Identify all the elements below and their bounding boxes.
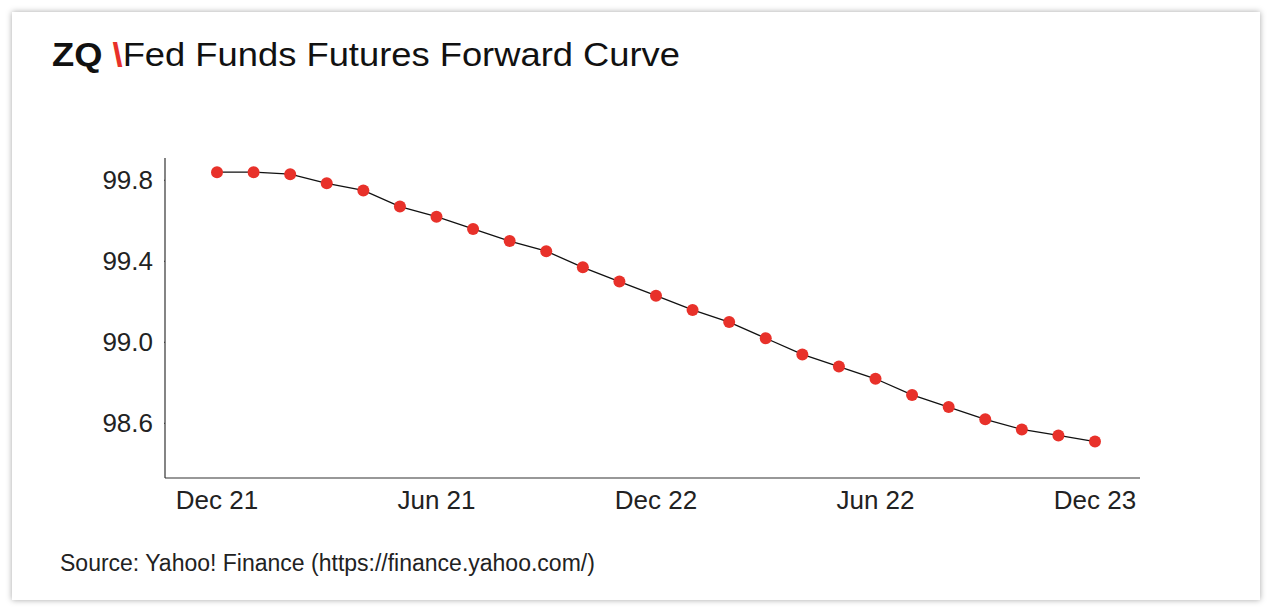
point [1016, 423, 1028, 435]
x-tick-label: Jun 21 [397, 485, 475, 515]
point [906, 389, 918, 401]
y-tick-label: 99.0 [102, 327, 153, 357]
point [284, 168, 296, 180]
point [540, 245, 552, 257]
point [833, 361, 845, 373]
title-part: Fed Funds Futures Forward Curve [123, 35, 680, 73]
title: ZQ \Fed Funds Futures Forward Curve [52, 35, 680, 73]
y-tick-label: 98.6 [102, 408, 153, 438]
y-tick-label: 99.4 [102, 246, 153, 276]
source: Source: Yahoo! Finance (https://finance.… [60, 550, 595, 576]
x-tick-label: Dec 21 [176, 485, 258, 515]
series-line [217, 172, 1095, 441]
point [321, 177, 333, 189]
point [760, 332, 772, 344]
point [723, 316, 735, 328]
point [687, 304, 699, 316]
marks [211, 166, 1101, 447]
point [870, 373, 882, 385]
title-part: \ [113, 35, 124, 73]
point [1089, 436, 1101, 448]
y-tick-label: 99.8 [102, 165, 153, 195]
y-tick [164, 261, 165, 262]
point [394, 201, 406, 213]
point [943, 401, 955, 413]
y-tick [164, 342, 165, 343]
y-tick [164, 423, 165, 424]
x-tick-label: Jun 22 [836, 485, 914, 515]
point [613, 276, 625, 288]
point [504, 235, 516, 247]
point [650, 290, 662, 302]
point [979, 413, 991, 425]
chart: ZQ \Fed Funds Futures Forward Curve 99.8 9… [0, 0, 1274, 616]
point [1052, 429, 1064, 441]
point [248, 166, 260, 178]
title-part: ZQ [52, 35, 113, 73]
point [211, 166, 223, 178]
point [796, 348, 808, 360]
point [431, 211, 443, 223]
x-tick-label: Dec 22 [615, 485, 697, 515]
y-axis [164, 158, 165, 478]
point [467, 223, 479, 235]
point [357, 184, 369, 196]
x-axis [165, 477, 1140, 478]
y-tick [164, 180, 165, 181]
x-tick-label: Dec 23 [1054, 485, 1136, 515]
point [577, 261, 589, 273]
